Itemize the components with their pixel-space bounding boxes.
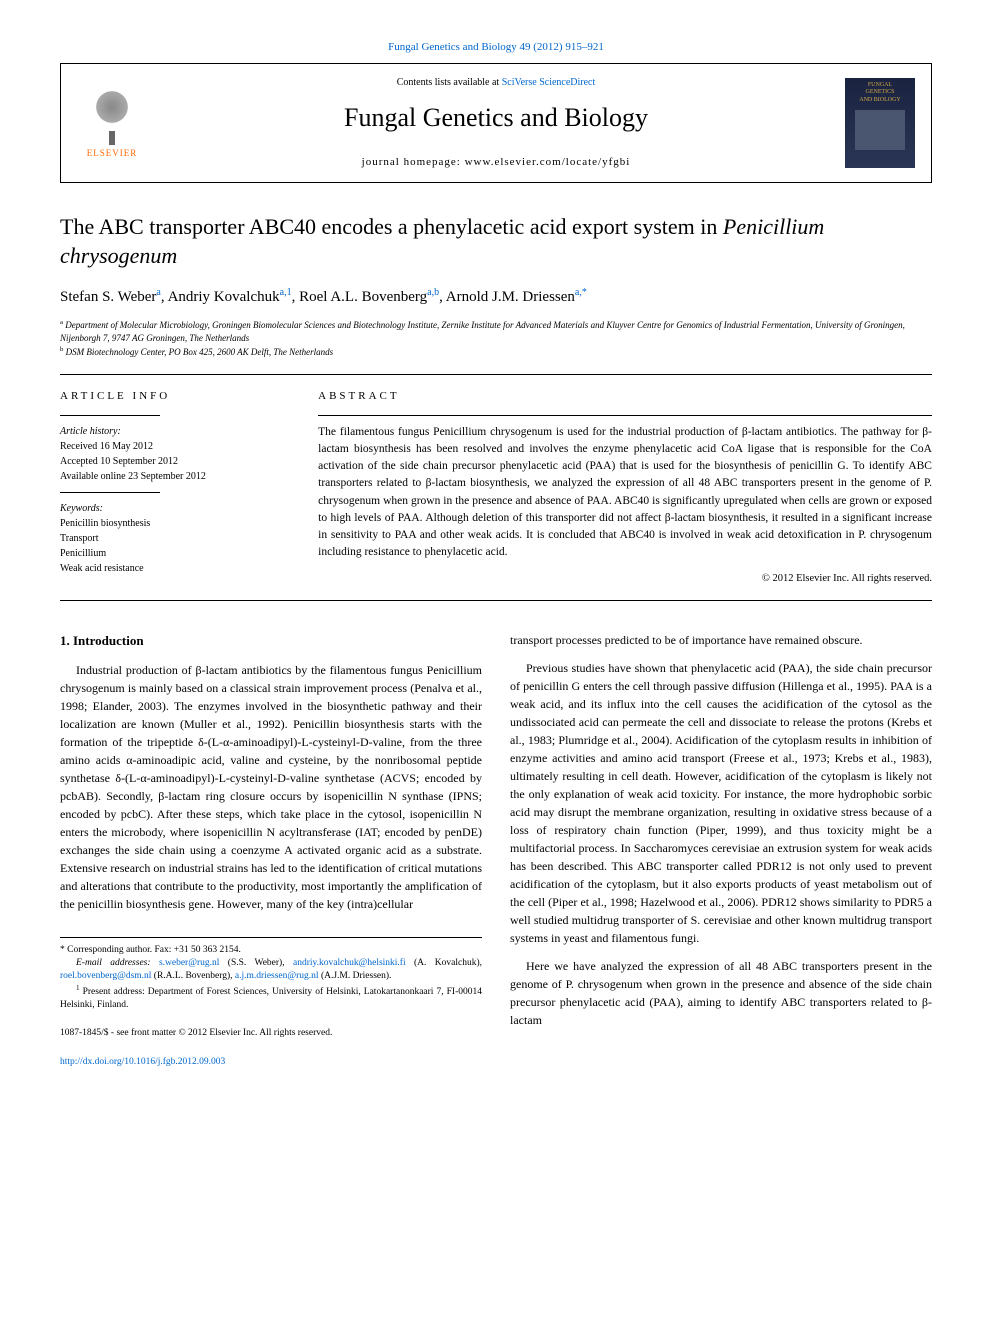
article-info-label: ARTICLE INFO [60, 389, 290, 404]
aff-a-text: Department of Molecular Microbiology, Gr… [60, 320, 905, 343]
left-column: 1. Introduction Industrial production of… [60, 631, 482, 1069]
footer-doi: http://dx.doi.org/10.1016/j.fgb.2012.09.… [60, 1055, 482, 1069]
email-footnote: E-mail addresses: s.weber@rug.nl (S.S. W… [60, 957, 482, 984]
article-info-column: ARTICLE INFO Article history: Received 1… [60, 375, 304, 600]
journal-title: Fungal Genetics and Biology [167, 100, 825, 136]
homepage-line: journal homepage: www.elsevier.com/locat… [167, 155, 825, 170]
abstract-text: The filamentous fungus Penicillium chrys… [318, 424, 932, 562]
keywords-block: Keywords: Penicillin biosynthesis Transp… [60, 501, 290, 576]
history-label: Article history: [60, 424, 290, 439]
note1-text: Present address: Department of Forest Sc… [60, 987, 482, 1010]
aff-a-sup: a [60, 319, 63, 326]
author-1-aff[interactable]: a [156, 287, 160, 298]
homepage-prefix: journal homepage: [362, 156, 465, 168]
journal-cover-thumb: FUNGAL GENETICS AND BIOLOGY [845, 78, 915, 168]
citation-header: Fungal Genetics and Biology 49 (2012) 91… [60, 40, 932, 55]
para-4: Here we have analyzed the expression of … [510, 957, 932, 1029]
keyword-3: Penicillium [60, 546, 290, 561]
citation-link[interactable]: Fungal Genetics and Biology 49 (2012) 91… [388, 41, 604, 53]
doi-link[interactable]: http://dx.doi.org/10.1016/j.fgb.2012.09.… [60, 1057, 225, 1067]
header-center: Contents lists available at SciVerse Sci… [167, 76, 825, 170]
email-2[interactable]: andriy.kovalchuk@helsinki.fi [293, 958, 406, 968]
author-4-aff[interactable]: a, [575, 287, 582, 298]
email-1[interactable]: s.weber@rug.nl [159, 958, 219, 968]
title-text: The ABC transporter ABC40 encodes a phen… [60, 214, 723, 239]
para-2: transport processes predicted to be of i… [510, 631, 932, 649]
cover-text-2: GENETICS [866, 89, 895, 96]
accepted-date: Accepted 10 September 2012 [60, 454, 290, 469]
footer-issn: 1087-1845/$ - see front matter © 2012 El… [60, 1026, 482, 1040]
affiliations: a Department of Molecular Microbiology, … [60, 318, 932, 358]
para-1: Industrial production of β-lactam antibi… [60, 661, 482, 913]
body-columns: 1. Introduction Industrial production of… [60, 631, 932, 1069]
corresponding-marker[interactable]: * [582, 287, 587, 298]
cover-image-placeholder [855, 110, 905, 150]
author-3-aff[interactable]: a,b [427, 287, 439, 298]
aff-b-text: DSM Biotechnology Center, PO Box 425, 26… [66, 347, 334, 357]
authors-line: Stefan S. Webera, Andriy Kovalchuka,1, R… [60, 286, 932, 308]
affiliation-a: a Department of Molecular Microbiology, … [60, 318, 932, 344]
elsevier-logo: ELSEVIER [77, 83, 147, 163]
elsevier-name: ELSEVIER [87, 147, 138, 160]
contents-prefix: Contents lists available at [397, 77, 502, 88]
intro-heading: 1. Introduction [60, 631, 482, 651]
abstract-divider [318, 415, 932, 416]
cover-text-3: AND BIOLOGY [859, 97, 901, 104]
email-4-name: (A.J.M. Driessen). [319, 971, 392, 981]
abstract-copyright: © 2012 Elsevier Inc. All rights reserved… [318, 572, 932, 587]
author-2-aff[interactable]: a,1 [280, 287, 292, 298]
received-date: Received 16 May 2012 [60, 439, 290, 454]
elsevier-tree-icon [87, 87, 137, 137]
email-2-name: (A. Kovalchuk), [406, 958, 482, 968]
info-divider-2 [60, 492, 160, 493]
aff-b-sup: b [60, 346, 63, 353]
journal-header-box: ELSEVIER Contents lists available at Sci… [60, 63, 932, 183]
author-2: Andriy Kovalchuk [168, 289, 280, 305]
cover-text-1: FUNGAL [868, 82, 892, 89]
right-column: transport processes predicted to be of i… [510, 631, 932, 1069]
sciencedirect-link[interactable]: SciVerse ScienceDirect [502, 77, 596, 88]
article-title: The ABC transporter ABC40 encodes a phen… [60, 213, 932, 270]
keyword-1: Penicillin biosynthesis [60, 516, 290, 531]
abstract-column: ABSTRACT The filamentous fungus Penicill… [304, 375, 932, 600]
article-history: Article history: Received 16 May 2012 Ac… [60, 424, 290, 484]
homepage-url: www.elsevier.com/locate/yfgbi [465, 156, 631, 168]
email-1-name: (S.S. Weber), [219, 958, 293, 968]
contents-line: Contents lists available at SciVerse Sci… [167, 76, 825, 90]
keywords-label: Keywords: [60, 501, 290, 516]
para-3: Previous studies have shown that phenyla… [510, 659, 932, 947]
info-abstract-row: ARTICLE INFO Article history: Received 1… [60, 374, 932, 601]
keyword-2: Transport [60, 531, 290, 546]
author-3: Roel A.L. Bovenberg [299, 289, 427, 305]
online-date: Available online 23 September 2012 [60, 469, 290, 484]
email-3[interactable]: roel.bovenberg@dsm.nl [60, 971, 151, 981]
author-1: Stefan S. Weber [60, 289, 156, 305]
affiliation-b: b DSM Biotechnology Center, PO Box 425, … [60, 345, 932, 359]
keyword-4: Weak acid resistance [60, 561, 290, 576]
footnotes: * Corresponding author. Fax: +31 50 363 … [60, 937, 482, 1013]
email-3-name: (R.A.L. Bovenberg), [151, 971, 234, 981]
author-4: Arnold J.M. Driessen [446, 289, 575, 305]
corresponding-footnote: * Corresponding author. Fax: +31 50 363 … [60, 944, 482, 957]
email-label: E-mail addresses: [76, 958, 159, 968]
info-divider-1 [60, 415, 160, 416]
present-address-footnote: 1 Present address: Department of Forest … [60, 984, 482, 1013]
email-4[interactable]: a.j.m.driessen@rug.nl [235, 971, 319, 981]
corr-text: Corresponding author. Fax: +31 50 363 21… [65, 945, 241, 955]
abstract-label: ABSTRACT [318, 389, 932, 404]
